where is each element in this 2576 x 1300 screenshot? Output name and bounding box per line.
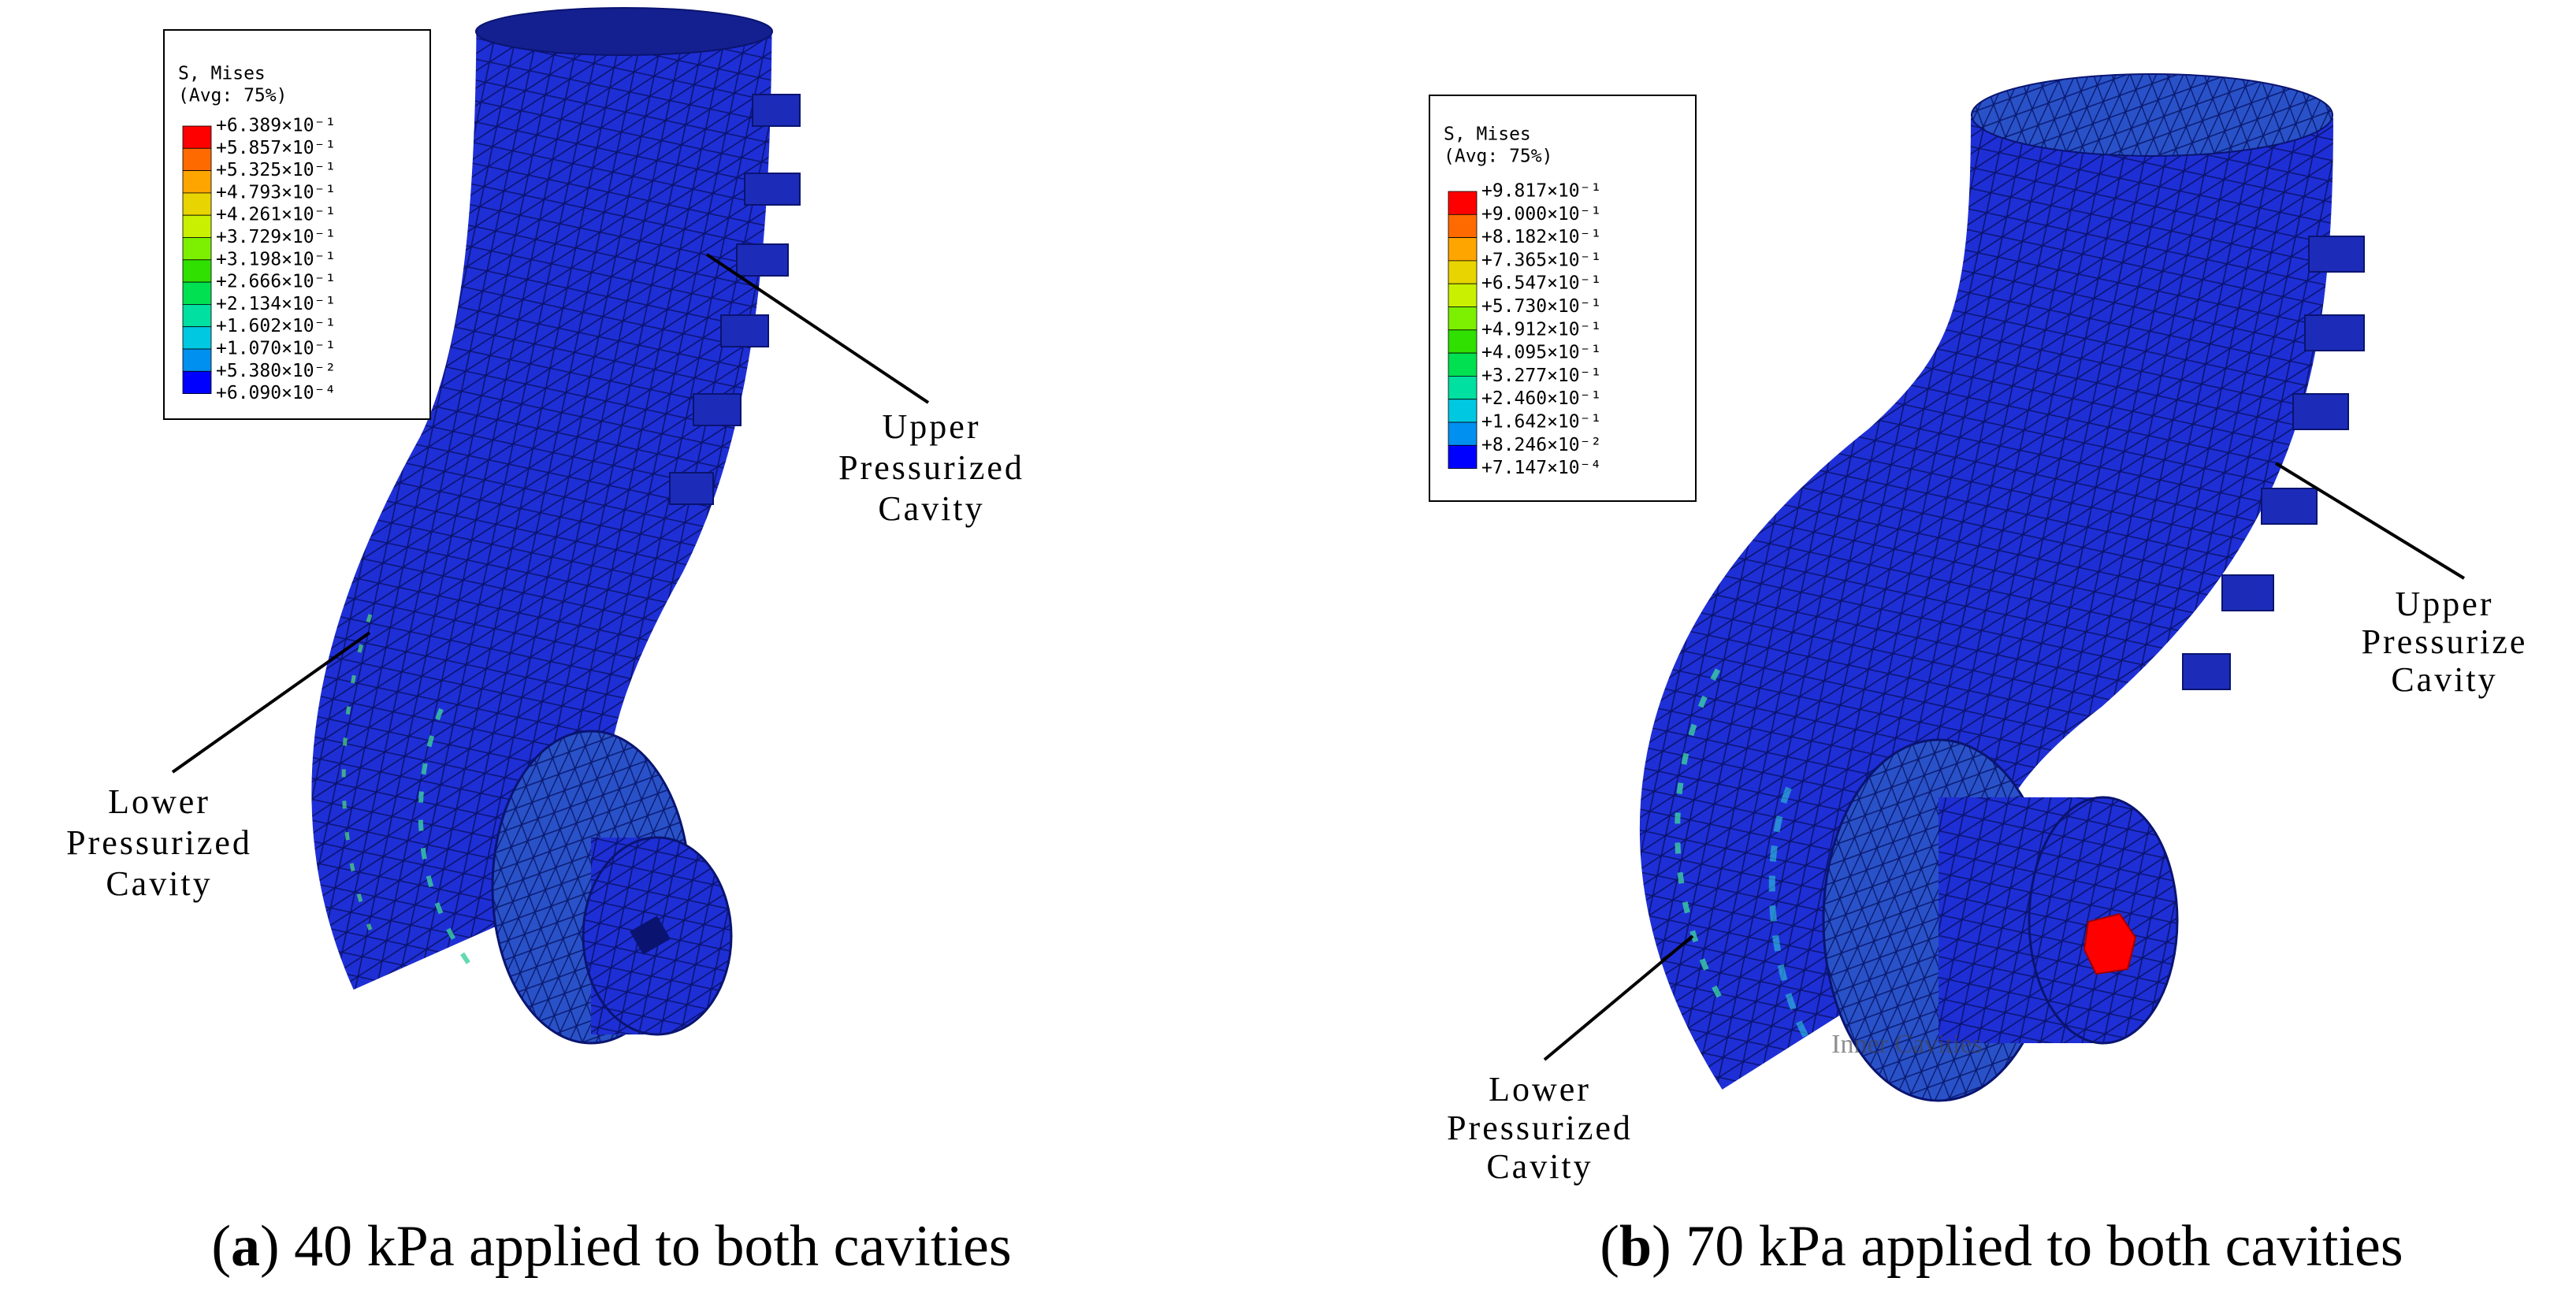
tube: [311, 30, 772, 990]
legend-swatch: [1448, 444, 1478, 469]
caption-text: ) 70 kPa applied to both cavities: [1652, 1214, 2403, 1279]
legend-label: +7.147×10⁻⁴: [1481, 458, 1601, 478]
caption: (b) 70 kPa applied to both cavities: [1600, 1214, 2403, 1279]
legend-swatch: [1448, 422, 1478, 446]
model-a: [311, 7, 801, 1045]
legend-label: +4.261×10⁻¹: [216, 205, 336, 225]
legend-label: +4.793×10⁻¹: [216, 182, 336, 202]
legend-swatch: [182, 147, 212, 172]
legend-swatch: [1448, 306, 1478, 331]
legend: S, Mises(Avg: 75%) +6.389×10⁻¹+5.857×10⁻¹…: [163, 29, 431, 420]
legend-label: +2.666×10⁻¹: [216, 272, 336, 292]
legend-title: S, Mises: [178, 64, 266, 84]
legend-label: +5.325×10⁻¹: [216, 160, 336, 180]
legend-swatch: [182, 303, 212, 328]
legend-swatch: [1448, 214, 1478, 238]
legend: S, Mises(Avg: 75%) +9.817×10⁻¹+9.000×10⁻¹…: [1429, 95, 1697, 502]
legend-swatch: [1448, 329, 1478, 354]
legend-label: +4.912×10⁻¹: [1481, 319, 1601, 340]
caption-prefix: (: [211, 1214, 231, 1279]
legend-swatch: [182, 326, 212, 350]
model-b: [1639, 73, 2365, 1102]
caption: (a) 40 kPa applied to both cavities: [211, 1214, 1011, 1279]
legend-swatch: [1448, 260, 1478, 284]
legend-label: +3.729×10⁻¹: [216, 227, 336, 247]
legend-label: +9.817×10⁻¹: [1481, 181, 1601, 202]
caption-label: a: [231, 1214, 260, 1279]
legend-swatch: [182, 370, 212, 394]
legend-label: +9.000×10⁻¹: [1481, 204, 1601, 225]
annotation: Upper: [883, 407, 981, 446]
leader-lines: [171, 253, 2466, 1061]
legend-swatch: [182, 170, 212, 194]
annotation: Pressurized: [1447, 1109, 1633, 1147]
legend-label: +5.857×10⁻¹: [216, 138, 336, 158]
legend-label: +5.380×10⁻²: [216, 361, 336, 381]
legend-swatch: [1448, 399, 1478, 423]
legend-swatch: [182, 348, 212, 372]
legend-label: +4.095×10⁻¹: [1481, 343, 1601, 363]
annotation: Cavity: [106, 864, 212, 903]
annotation: Pressurize: [2362, 622, 2528, 661]
annotation: Inner Cavities: [1831, 1030, 1983, 1059]
legend-label: +2.134×10⁻¹: [216, 294, 336, 314]
legend-label: +3.198×10⁻¹: [216, 249, 336, 269]
annotation: Cavity: [878, 489, 984, 528]
annotation: Lower: [108, 782, 210, 821]
annotation: Pressurized: [838, 448, 1024, 487]
legend-subtitle: (Avg: 75%): [178, 86, 287, 106]
labels: S, Mises(Avg: 75%)+6.389×10⁻¹+5.857×10⁻¹…: [66, 29, 2528, 1279]
legend-subtitle: (Avg: 75%): [1444, 147, 1552, 167]
legend-label: +8.246×10⁻²: [1481, 435, 1601, 455]
legend-label: +6.389×10⁻¹: [216, 116, 336, 136]
annotation: Cavity: [2391, 660, 2497, 699]
legend-label: +8.182×10⁻¹: [1481, 227, 1601, 247]
legend-swatch: [1448, 375, 1478, 400]
legend-swatch: [182, 259, 212, 283]
legend-swatch: [1448, 352, 1478, 377]
annotation: Upper: [2396, 585, 2494, 623]
legend-title: S, Mises: [1444, 124, 1531, 145]
legend-swatch: [1448, 237, 1478, 262]
annotation: Pressurized: [66, 823, 252, 862]
legend-label: +1.602×10⁻¹: [216, 316, 336, 336]
legend-swatch: [182, 281, 212, 305]
annotation: Cavity: [1486, 1147, 1593, 1186]
legend-label: +6.090×10⁻⁴: [216, 383, 336, 403]
legend-label: +6.547×10⁻¹: [1481, 273, 1601, 294]
legend-label: +7.365×10⁻¹: [1481, 250, 1601, 270]
legend-swatch: [182, 237, 212, 261]
legend-label: +2.460×10⁻¹: [1481, 388, 1601, 409]
legend-swatch: [182, 125, 212, 149]
legend-swatch: [182, 192, 212, 216]
caption-label: b: [1619, 1214, 1652, 1279]
legend-swatch: [1448, 191, 1478, 215]
legend-label: +1.642×10⁻¹: [1481, 412, 1601, 433]
caption-prefix: (: [1600, 1214, 1619, 1279]
legend-swatch: [1448, 283, 1478, 307]
legend-label: +5.730×10⁻¹: [1481, 296, 1601, 317]
legend-label: +1.070×10⁻¹: [216, 339, 336, 359]
legend-swatch: [182, 214, 212, 238]
caption-text: ) 40 kPa applied to both cavities: [260, 1214, 1012, 1279]
legend-label: +3.277×10⁻¹: [1481, 366, 1601, 386]
tube: [1639, 117, 2333, 1090]
annotation: Lower: [1489, 1070, 1591, 1109]
